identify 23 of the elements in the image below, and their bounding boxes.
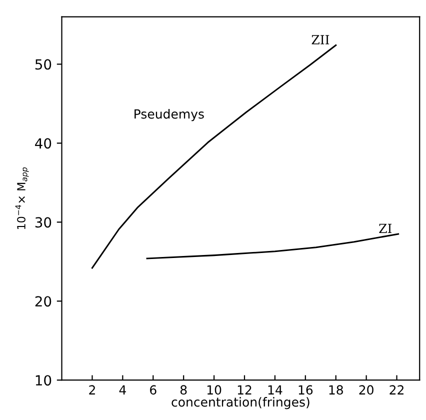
y-axis-title: 10$^{−4}$× M$_{app}$ bbox=[15, 167, 29, 230]
series-label: ZI bbox=[379, 224, 392, 233]
x-tick-label: 20 bbox=[359, 385, 374, 395]
x-tick-label: 16 bbox=[298, 385, 313, 395]
x-tick-label: 4 bbox=[119, 385, 126, 394]
x-tick-label: 8 bbox=[180, 385, 187, 395]
line-series bbox=[146, 233, 400, 260]
x-tick-label: 22 bbox=[390, 385, 404, 394]
x-tick-label: 10 bbox=[207, 385, 222, 395]
series-label: ZII bbox=[312, 35, 330, 44]
annotation: Pseudemys bbox=[134, 109, 204, 122]
x-axis-title: concentration(fringes) bbox=[172, 397, 310, 410]
x-tick-label: 6 bbox=[150, 385, 156, 395]
x-tick-label: 18 bbox=[329, 385, 343, 395]
y-tick-label: 10 bbox=[36, 375, 52, 386]
y-tick-label: 30 bbox=[35, 217, 52, 228]
x-tick-label: 2 bbox=[89, 385, 95, 394]
y-tick-label: 20 bbox=[35, 296, 52, 307]
y-tick-label: 40 bbox=[35, 138, 52, 149]
x-tick-label: 14 bbox=[268, 385, 282, 394]
line-series bbox=[91, 44, 337, 269]
y-tick-label: 50 bbox=[35, 59, 52, 70]
x-tick-label: 12 bbox=[238, 385, 252, 394]
